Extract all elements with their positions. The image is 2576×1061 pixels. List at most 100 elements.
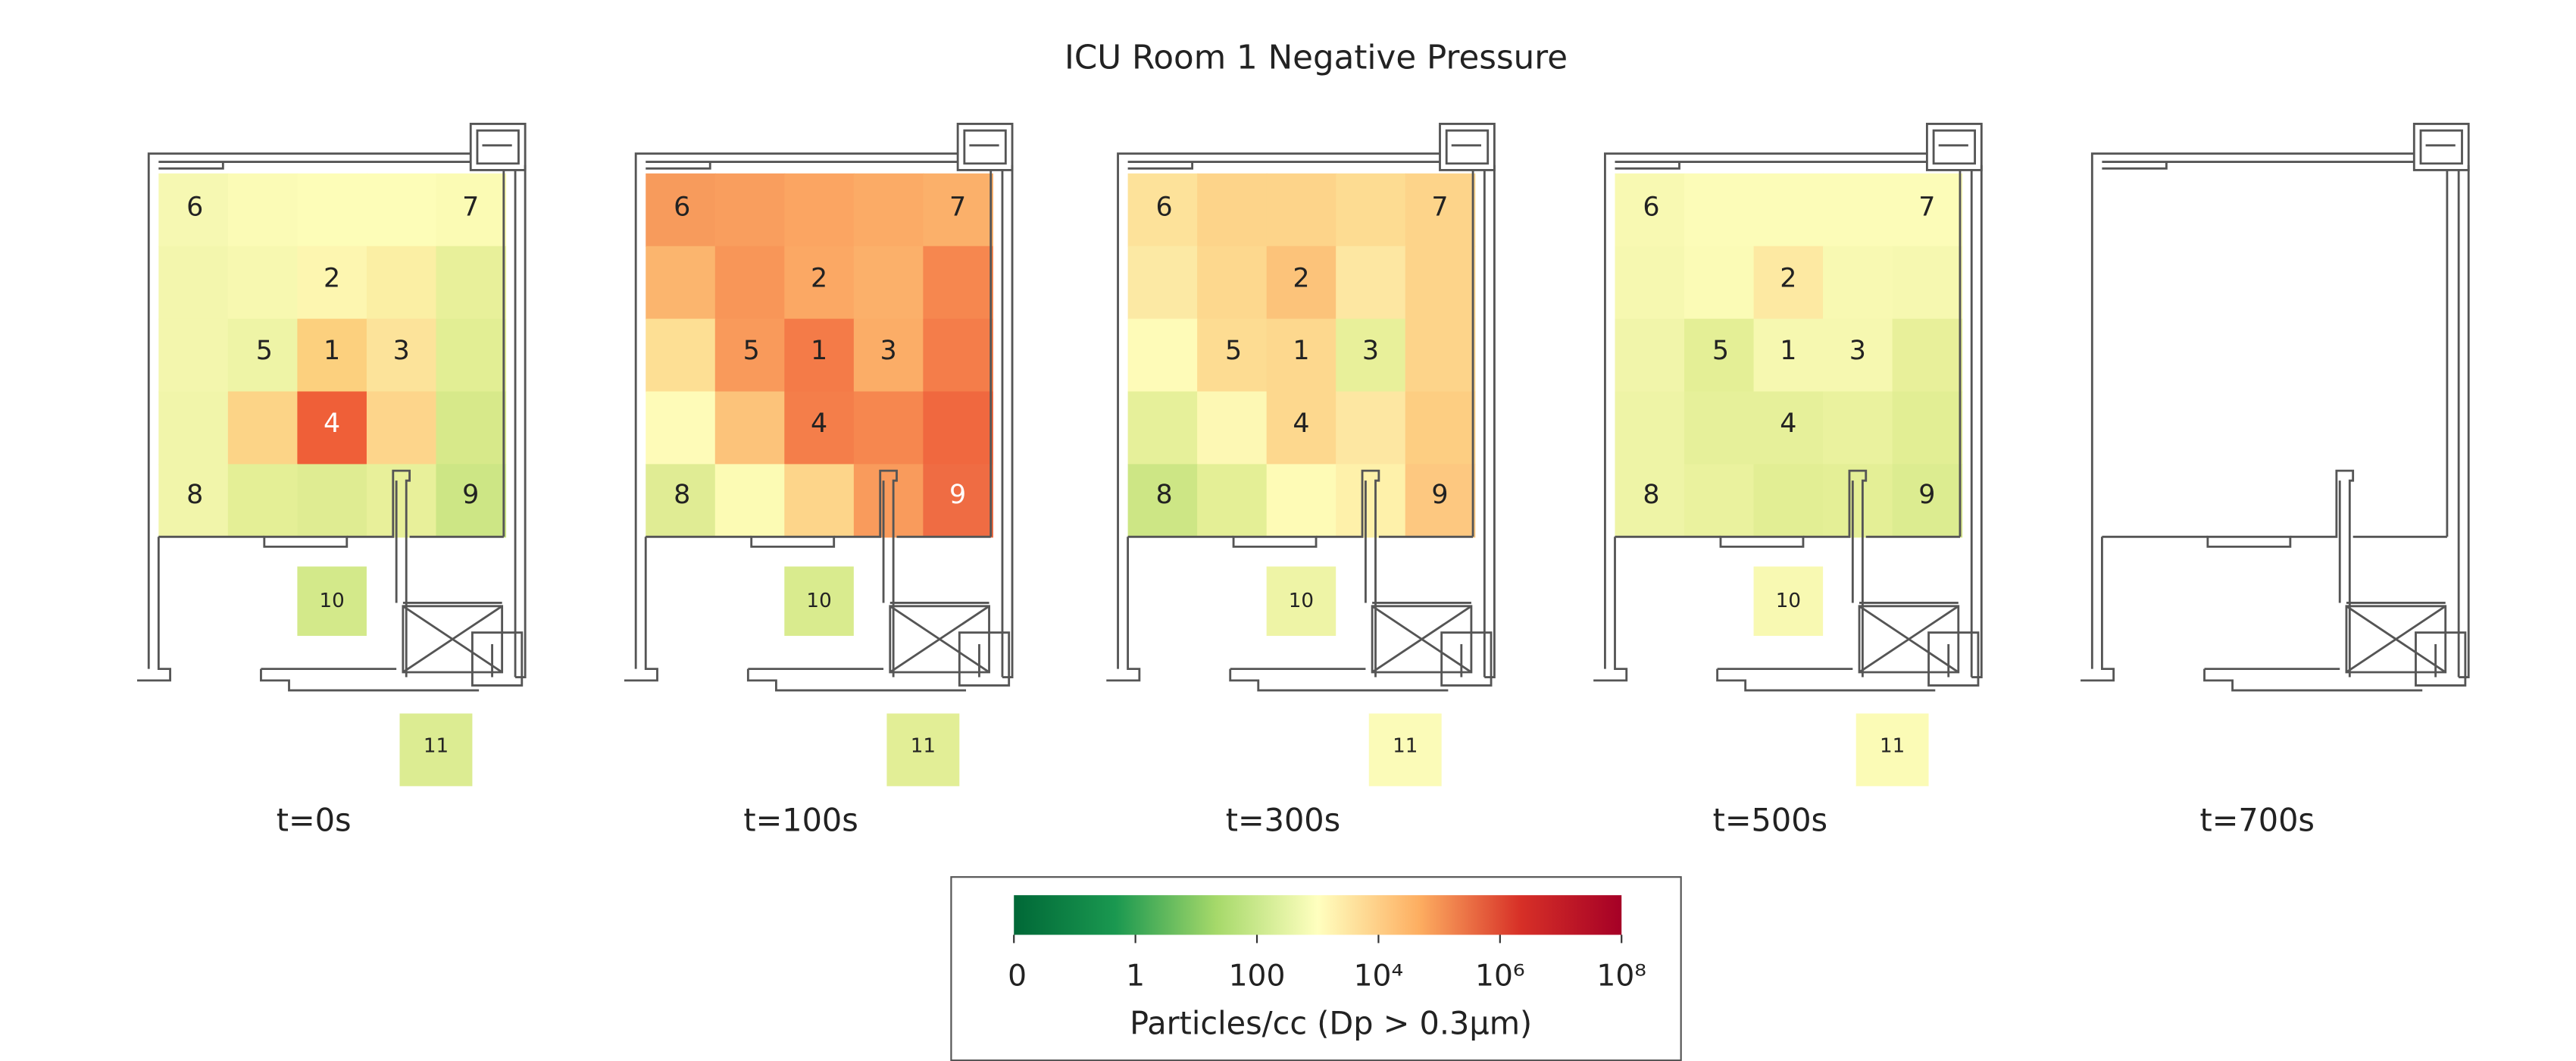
heat-cell xyxy=(853,246,924,320)
heat-cell xyxy=(1336,246,1406,320)
sensor-label: 4 xyxy=(324,408,340,439)
wall xyxy=(1316,469,1380,678)
heat-cell xyxy=(436,391,507,465)
heat-cell xyxy=(1266,173,1337,247)
heat-cell xyxy=(1336,318,1406,393)
heat-cell xyxy=(1127,391,1199,465)
wall xyxy=(476,129,520,165)
sensor-label: 9 xyxy=(462,480,479,510)
heat-cell xyxy=(1336,464,1406,538)
sensor-label: 2 xyxy=(1780,263,1796,293)
wall xyxy=(1859,605,1959,674)
heat-cell xyxy=(227,391,299,465)
heat-cell xyxy=(923,173,993,247)
wall xyxy=(889,605,990,674)
sensor-label: 5 xyxy=(743,336,760,366)
heat-cell xyxy=(923,464,993,538)
heat-cell xyxy=(1615,318,1686,393)
wall xyxy=(1615,161,1680,170)
wall xyxy=(1927,631,1980,687)
heat-cell xyxy=(227,464,299,538)
heat-cell xyxy=(1823,173,1893,247)
wall xyxy=(2203,668,2423,692)
wall xyxy=(137,537,172,682)
heat-cell xyxy=(366,391,437,465)
wall xyxy=(1971,164,1983,678)
heat-cell xyxy=(1405,318,1476,393)
sensor-label: 6 xyxy=(1643,192,1659,223)
heat-cell xyxy=(1615,173,1686,247)
heat-cell xyxy=(714,464,786,538)
heat-cell xyxy=(646,391,716,465)
heat-cell xyxy=(1892,246,1963,320)
panel-label: t=300s xyxy=(1226,802,1340,838)
heat-cell xyxy=(1615,246,1686,320)
sensor-label: 8 xyxy=(1155,480,1172,510)
sensor-label: 7 xyxy=(1918,192,1935,223)
heat-cell xyxy=(714,318,786,393)
sensor-box xyxy=(1368,713,1442,787)
panel-label: t=500s xyxy=(1713,802,1827,838)
heat-cell xyxy=(1823,318,1893,393)
heat-cell xyxy=(1753,318,1824,393)
heat-cell xyxy=(297,246,368,320)
sensor-label: 8 xyxy=(674,480,690,510)
colorbar-tick-label: 0 xyxy=(1008,959,1027,994)
wall xyxy=(2080,537,2115,682)
wall xyxy=(1716,668,1936,692)
wall xyxy=(1002,164,1014,678)
sensor-label: 1 xyxy=(1293,336,1309,366)
wall xyxy=(263,535,349,548)
sensor-label: 5 xyxy=(256,336,273,366)
sensor-box xyxy=(886,713,960,787)
panel: 6 7 2 5 1 3 4 8 9 10 11 t=500s xyxy=(1593,123,1983,838)
heat-cell xyxy=(853,464,924,538)
heat-cell xyxy=(158,246,229,320)
wall xyxy=(346,469,411,678)
heat-cell xyxy=(1197,318,1268,393)
heat-cell xyxy=(1684,173,1755,247)
heat-cell xyxy=(158,391,229,465)
sensor-label: 8 xyxy=(186,480,203,510)
heat-cell xyxy=(297,464,368,538)
heat-cell xyxy=(1753,246,1824,320)
heat-cell xyxy=(1753,391,1824,465)
wall xyxy=(1371,605,1472,674)
heat-cell xyxy=(1823,391,1893,465)
heat-cell xyxy=(646,318,716,393)
heat-cell xyxy=(1684,391,1755,465)
wall xyxy=(634,152,958,669)
sensor-box xyxy=(399,713,473,787)
wall xyxy=(2090,152,2415,669)
sensor-label: 11 xyxy=(1393,735,1418,758)
heat-cell xyxy=(1405,173,1476,247)
heat-cell xyxy=(714,173,786,247)
heat-cell xyxy=(784,173,855,247)
heat-cell xyxy=(714,246,786,320)
heat-cell xyxy=(923,318,993,393)
wall xyxy=(750,535,836,548)
wall xyxy=(833,469,898,678)
heat-cell xyxy=(1753,173,1824,247)
colorbar-tick-label: 10⁴ xyxy=(1354,959,1404,994)
heat-cell xyxy=(227,246,299,320)
sensor-label: 11 xyxy=(424,735,449,758)
heat-cell xyxy=(1405,464,1476,538)
wall xyxy=(1925,123,1983,171)
heat-cell xyxy=(366,173,437,247)
heat-cell xyxy=(784,464,855,538)
heat-cell xyxy=(1336,391,1406,465)
sensor-box xyxy=(297,566,367,637)
sensor-label: 10 xyxy=(320,590,345,612)
heat-cell xyxy=(297,318,368,393)
heat-cell xyxy=(1266,246,1337,320)
sensor-label: 5 xyxy=(1712,336,1729,366)
heat-cell xyxy=(158,464,229,538)
heat-cell xyxy=(1197,173,1268,247)
wall xyxy=(469,123,527,171)
wall xyxy=(1127,161,1194,170)
wall xyxy=(2415,631,2467,687)
heat-cell xyxy=(297,173,368,247)
heat-cell xyxy=(1892,173,1963,247)
wall xyxy=(624,537,658,682)
